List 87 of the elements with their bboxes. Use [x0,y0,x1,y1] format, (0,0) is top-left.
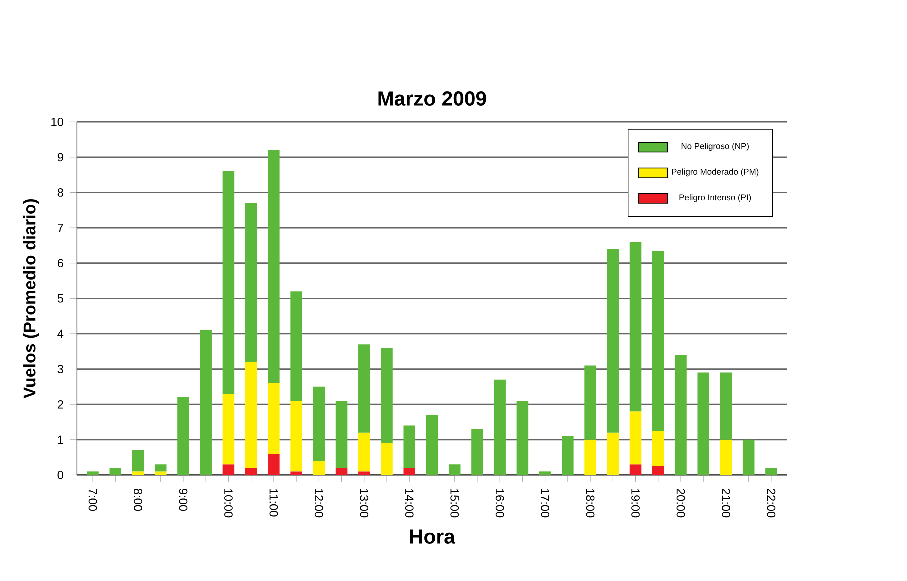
bar [448,464,461,476]
bar [336,400,348,468]
bar [607,432,620,476]
y-tick-label: 4 [58,330,64,338]
bar [245,203,258,362]
x-tick-label: 19:00 [632,489,640,518]
bar [268,454,280,476]
bar [290,291,302,401]
bar [358,344,370,433]
bar [290,400,302,472]
y-tick-label: 6 [58,259,64,268]
bar [154,464,167,472]
y-tick-label: 3 [58,364,64,374]
bar [766,468,778,476]
x-tick-label: 17:00 [541,489,550,518]
bar [426,415,438,476]
x-tick-label: 8:00 [134,488,142,511]
bar [742,440,755,476]
bar [630,242,642,412]
bar [652,250,664,431]
bar [290,472,302,476]
bar [313,386,326,461]
bar [539,472,552,476]
bar [313,460,326,476]
y-tick-label: 10 [52,118,64,126]
bar [178,397,190,476]
bar [87,472,99,476]
bar [675,354,687,476]
bar [268,150,280,384]
x-tick-label: 10:00 [224,489,233,518]
x-tick-label: 9:00 [179,488,188,511]
y-tick-label: 0 [58,470,64,480]
bar [607,249,620,433]
bar [494,380,506,476]
y-axis-title: Vuelos (Promedio diario) [23,199,40,398]
bar [720,372,732,440]
chart-title: Marzo 2009 [378,91,486,106]
bar [404,426,416,468]
y-tick-label: 5 [58,294,64,303]
bar [245,362,258,468]
bar [630,411,642,464]
y-tick-label: 1 [58,436,64,444]
legend-label: Peligro Intenso (PI) [680,194,752,202]
bar [652,466,664,476]
x-tick-label: 20:00 [676,488,686,518]
bar [245,468,258,476]
legend-label: Peligro Moderado (PM) [672,168,759,176]
bar [222,464,235,476]
y-tick-label: 2 [58,400,64,409]
bar [516,400,529,476]
bar [381,348,393,444]
x-tick-label: 15:00 [450,489,460,518]
x-axis-title: Hora [410,530,456,544]
x-tick-label: 11:00 [270,489,278,517]
bar [154,472,167,476]
bar [222,171,235,394]
bar [562,436,574,476]
bar [584,440,596,476]
x-tick-label: 12:00 [314,489,324,518]
x-tick-label: 14:00 [405,489,414,518]
bar [110,468,122,476]
legend-label: No Peligroso (NP) [682,142,749,151]
x-tick-label: 21:00 [722,488,730,518]
bar [720,440,732,476]
bar [630,464,642,476]
x-tick-label: 7:00 [88,488,98,511]
x-tick-label: 16:00 [496,489,504,518]
bar [652,430,664,466]
bar [358,472,370,476]
y-tick-label: 9 [58,153,64,162]
bar [381,443,393,476]
x-tick-label: 22:00 [767,488,776,518]
bar [200,330,212,476]
bar [698,372,710,476]
bar [358,432,370,472]
bar [336,468,348,476]
bar [472,429,484,476]
bar [404,468,416,476]
bar [132,472,144,476]
bar [584,366,596,440]
x-tick-label: 18:00 [586,489,595,518]
bar [222,394,235,464]
bar [132,450,144,472]
y-tick-label: 7 [58,224,64,232]
x-tick-label: 13:00 [360,489,369,518]
y-tick-label: 8 [58,188,64,197]
bar [268,383,280,454]
